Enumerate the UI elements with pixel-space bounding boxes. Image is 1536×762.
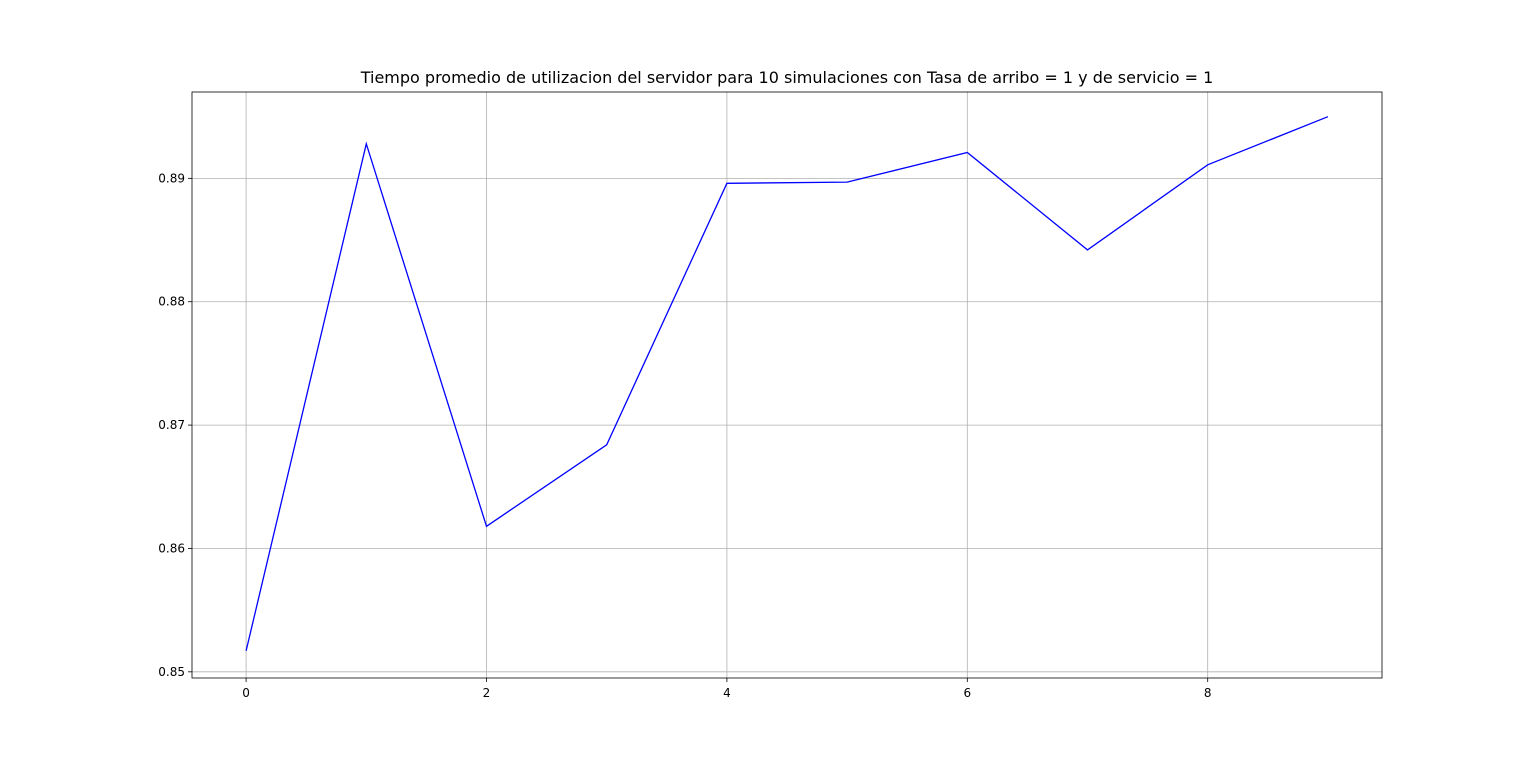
series-layer	[245, 116, 1329, 652]
x-tick-label: 2	[483, 686, 491, 700]
series-line	[245, 116, 1329, 652]
x-tick-label: 6	[963, 686, 971, 700]
y-tick-label: 0.86	[158, 541, 185, 555]
plot-frame	[191, 91, 1383, 679]
chart-title: Tiempo promedio de utilizacion del servi…	[360, 68, 1214, 87]
x-tick-label: 8	[1204, 686, 1212, 700]
x-tick-label: 0	[242, 686, 250, 700]
axis-ticks: 0 2 4 6 8 0.85 0.86 0.87 0.88 0.89	[158, 171, 1211, 700]
y-tick-label: 0.89	[158, 171, 185, 185]
y-tick-label: 0.85	[158, 665, 185, 679]
grid-lines	[192, 92, 1382, 678]
y-tick-label: 0.87	[158, 418, 185, 432]
y-tick-label: 0.88	[158, 295, 185, 309]
x-tick-label: 4	[723, 686, 731, 700]
